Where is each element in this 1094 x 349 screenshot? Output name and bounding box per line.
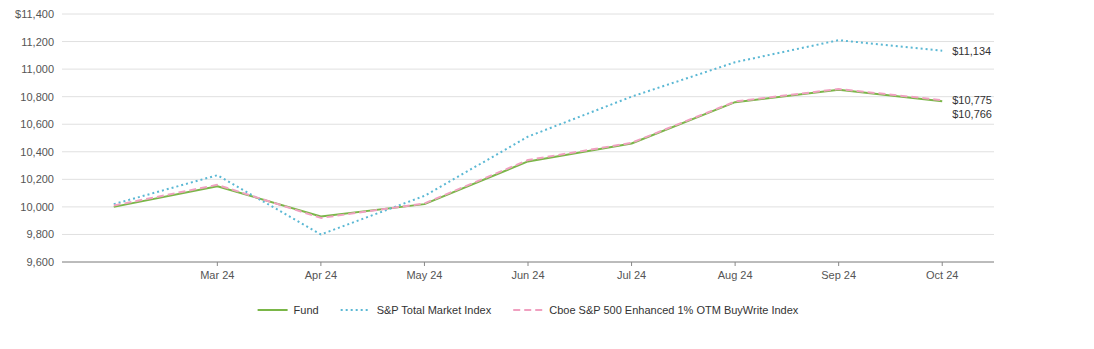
grid-line (62, 124, 994, 125)
end-label: $10,766 (952, 108, 992, 120)
grid-line (62, 234, 994, 235)
y-tick-label: 10,600 (20, 118, 54, 130)
legend-swatch (341, 309, 371, 311)
x-tick (528, 262, 529, 266)
y-tick-label: 11,000 (21, 63, 54, 75)
x-tick (424, 262, 425, 266)
y-tick-label: 10,800 (20, 91, 54, 103)
grid-line (62, 206, 994, 207)
x-tick-label: Jul 24 (617, 269, 646, 281)
legend-item: Fund (258, 304, 319, 316)
y-tick-label: 10,000 (20, 201, 54, 213)
lines (114, 40, 942, 234)
grid-line (62, 41, 994, 42)
series-line (114, 90, 942, 217)
x-tick-label: Sep 24 (821, 269, 856, 281)
grid (62, 14, 994, 262)
legend-label: Cboe S&P 500 Enhanced 1% OTM BuyWrite In… (549, 304, 799, 316)
x-tick-label: Apr 24 (305, 269, 337, 281)
x-tick-label: May 24 (406, 269, 442, 281)
x-tick-label: Jun 24 (511, 269, 544, 281)
grid-line (62, 151, 994, 152)
x-tick-label: Mar 24 (200, 269, 234, 281)
legend-swatch (258, 309, 288, 311)
y-tick-label: 9,600 (26, 256, 54, 268)
grid-line (62, 96, 994, 97)
x-tick (217, 262, 218, 266)
x-tick-label: Aug 24 (718, 269, 753, 281)
x-tick (942, 262, 943, 266)
legend-swatch (513, 309, 543, 311)
legend-label: Fund (294, 304, 319, 316)
chart: 9,600 9,800 10,000 10,200 10,400 10,600 10,800… (0, 0, 1094, 349)
x-tick (838, 262, 839, 266)
end-label: $11,134 (952, 45, 991, 57)
legend-label: S&P Total Market Index (377, 304, 492, 316)
y-tick-label: 9,800 (26, 228, 54, 240)
y-tick-label: 10,400 (20, 146, 54, 158)
series-line (114, 89, 942, 218)
x-tick (735, 262, 736, 266)
y-tick-label: $11,400 (15, 8, 54, 20)
x-tick-label: Oct 24 (926, 269, 958, 281)
x-tick (631, 262, 632, 266)
end-label: $10,775 (952, 94, 992, 106)
legend-item: Cboe S&P 500 Enhanced 1% OTM BuyWrite In… (513, 304, 799, 316)
x-tick (320, 262, 321, 266)
legend: Fund S&P Total Market Index Cboe S&P 500 E… (258, 304, 799, 316)
grid-line (62, 14, 994, 15)
series-line (114, 40, 942, 234)
grid-line (62, 69, 994, 70)
y-tick-label: 10,200 (20, 173, 54, 185)
legend-item: S&P Total Market Index (341, 304, 492, 316)
y-tick-label: 11,200 (21, 36, 54, 48)
